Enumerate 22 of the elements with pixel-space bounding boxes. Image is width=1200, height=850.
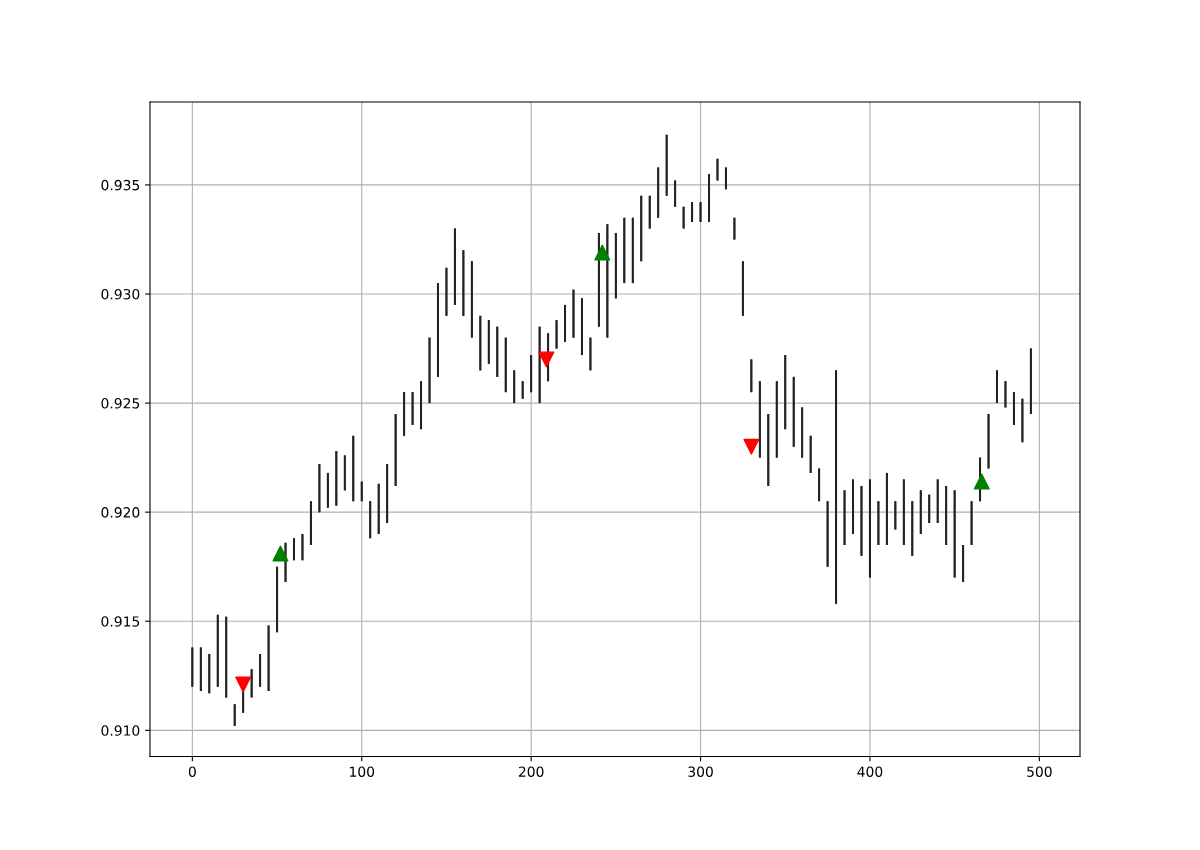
candlestick bbox=[572, 288, 575, 339]
x-tick-label: 500 bbox=[1027, 766, 1052, 777]
point bbox=[235, 676, 252, 693]
x-tick-label: 200 bbox=[518, 766, 544, 777]
point bbox=[594, 244, 611, 261]
point bbox=[973, 473, 990, 490]
point bbox=[272, 545, 289, 562]
y-tick-label: 0.925 bbox=[101, 398, 140, 409]
candlestick bbox=[716, 157, 719, 182]
y-tick-label: 0.935 bbox=[101, 179, 140, 191]
candlestick bbox=[301, 533, 304, 561]
y-tick-label: 0.930 bbox=[101, 288, 140, 300]
y-tick-label: 0.920 bbox=[101, 507, 140, 518]
y-tick-label: 0.915 bbox=[101, 616, 140, 627]
point bbox=[743, 438, 760, 455]
point bbox=[538, 351, 555, 368]
x-tick-label: 0 bbox=[188, 766, 196, 777]
x-tick-label: 400 bbox=[857, 766, 883, 777]
x-tick-label: 300 bbox=[688, 766, 713, 777]
candlestick bbox=[428, 336, 431, 404]
x-tick-label: 100 bbox=[350, 766, 375, 777]
y-tick-label: 0.910 bbox=[101, 725, 140, 736]
